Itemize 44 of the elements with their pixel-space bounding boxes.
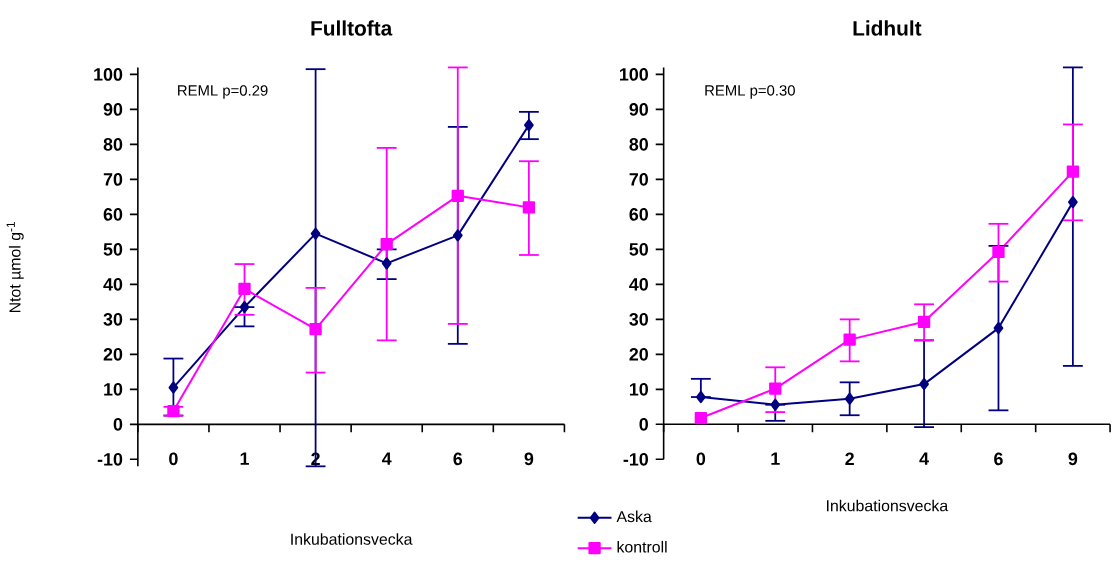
- y-tick-label: 100: [94, 67, 123, 81]
- chart-title: Fulltofta: [311, 20, 393, 36]
- y-tick-label: 10: [104, 382, 123, 396]
- x-tick-label: 4: [919, 452, 929, 465]
- y-tick-label: 40: [629, 277, 648, 291]
- y-tick-label: 80: [629, 137, 648, 151]
- y-tick-label: 30: [629, 312, 648, 326]
- y-axis-title: Ntot µmol g$^{-1}$: [6, 221, 24, 312]
- x-tick-label: 4: [382, 452, 392, 465]
- y-tick-label: 20: [629, 347, 648, 361]
- y-tick-label: -10: [97, 452, 123, 466]
- x-axis-title: Inkubationsvecka: [827, 499, 949, 512]
- chart-title: Lidhult: [853, 20, 922, 36]
- x-tick-label: 2: [845, 452, 854, 465]
- y-tick-label: 30: [103, 312, 123, 326]
- y-tick-label: 0: [639, 417, 648, 431]
- y-tick-label: 90: [629, 102, 648, 116]
- x-axis-title: Inkubationsvecka: [291, 533, 413, 545]
- y-tick-label: 80: [103, 137, 123, 151]
- y-tick-label: 100: [620, 67, 648, 81]
- y-tick-label: 50: [629, 242, 648, 256]
- legend-label: kontroll: [617, 540, 667, 553]
- y-tick-label: 70: [629, 172, 648, 186]
- x-tick-label: 6: [453, 452, 463, 466]
- y-tick-label: 0: [113, 417, 123, 431]
- y-tick-label: 40: [103, 277, 123, 291]
- y-tick-label: 50: [103, 242, 123, 256]
- y-tick-label: 20: [103, 347, 123, 361]
- y-tick-label: 10: [629, 382, 648, 396]
- y-tick-label: -10: [623, 452, 648, 466]
- y-tick-label: 70: [103, 172, 123, 186]
- y-tick-label: 60: [629, 207, 648, 221]
- annotation: REML p=0.29: [178, 85, 268, 99]
- x-tick-label: 1: [771, 452, 780, 465]
- legend-label: Aska: [616, 510, 652, 523]
- x-tick-label: 0: [696, 452, 706, 466]
- x-tick-label: 9: [1068, 452, 1078, 466]
- y-tick-label: 90: [103, 102, 123, 116]
- annotation: REML p=0.30: [705, 84, 795, 99]
- y-tick-label: 60: [103, 207, 123, 221]
- x-tick-label: 1: [240, 452, 249, 465]
- x-tick-label: 0: [169, 452, 178, 466]
- x-tick-label: 6: [994, 452, 1003, 466]
- x-tick-label: 9: [524, 452, 534, 466]
